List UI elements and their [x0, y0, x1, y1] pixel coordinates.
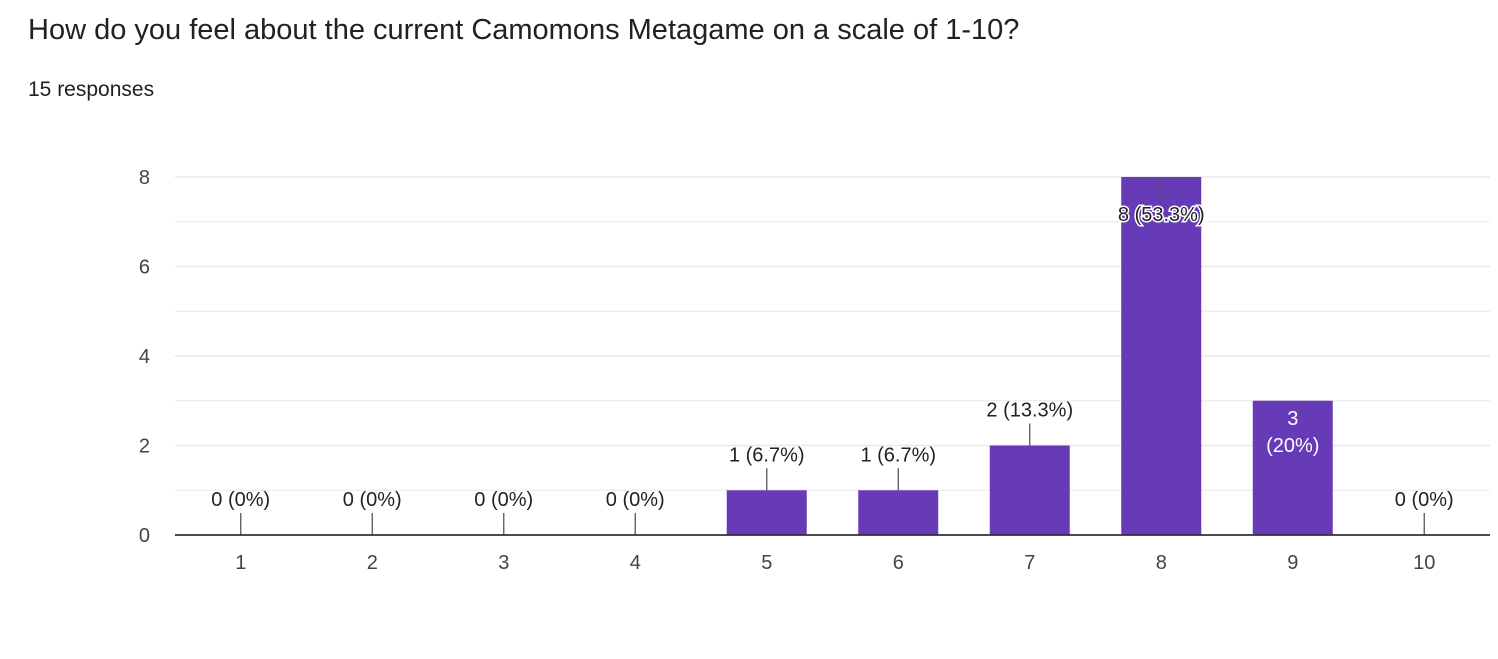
x-tick-label: 4 [630, 552, 641, 574]
x-tick-label: 6 [893, 552, 904, 574]
data-label: 0 (0%) [211, 489, 270, 511]
data-label: 1 (6.7%) [729, 444, 805, 466]
bar [989, 445, 1070, 535]
bar [858, 490, 939, 535]
x-tick-label: 10 [1413, 552, 1435, 574]
data-label: 0 (0%) [474, 489, 533, 511]
y-tick-label: 6 [139, 257, 150, 279]
x-tick-label: 1 [235, 552, 246, 574]
x-tick-label: 8 [1156, 552, 1167, 574]
y-tick-label: 2 [139, 436, 150, 458]
x-tick-label: 5 [761, 552, 772, 574]
x-tick-label: 7 [1024, 552, 1035, 574]
x-tick-label: 9 [1287, 552, 1298, 574]
response-count: 15 responses [28, 78, 155, 101]
data-label: 0 (0%) [606, 489, 665, 511]
y-tick-label: 0 [139, 525, 150, 547]
x-tick-label: 3 [498, 552, 509, 574]
data-label: (20%) [1266, 435, 1319, 457]
data-label: 0 (0%) [1395, 489, 1454, 511]
y-tick-label: 4 [139, 346, 150, 368]
bar [726, 490, 807, 535]
data-label: 8 (53.3%) [1118, 204, 1205, 226]
chart-title: How do you feel about the current Camomo… [28, 14, 1020, 46]
x-tick-label: 2 [367, 552, 378, 574]
data-label: 1 (6.7%) [860, 444, 936, 466]
bar [1252, 400, 1333, 535]
data-label: 3 [1287, 408, 1298, 430]
data-label: 0 (0%) [343, 489, 402, 511]
y-tick-label: 8 [139, 167, 150, 189]
bar [1121, 177, 1202, 535]
data-label: 2 (13.3%) [986, 400, 1073, 422]
